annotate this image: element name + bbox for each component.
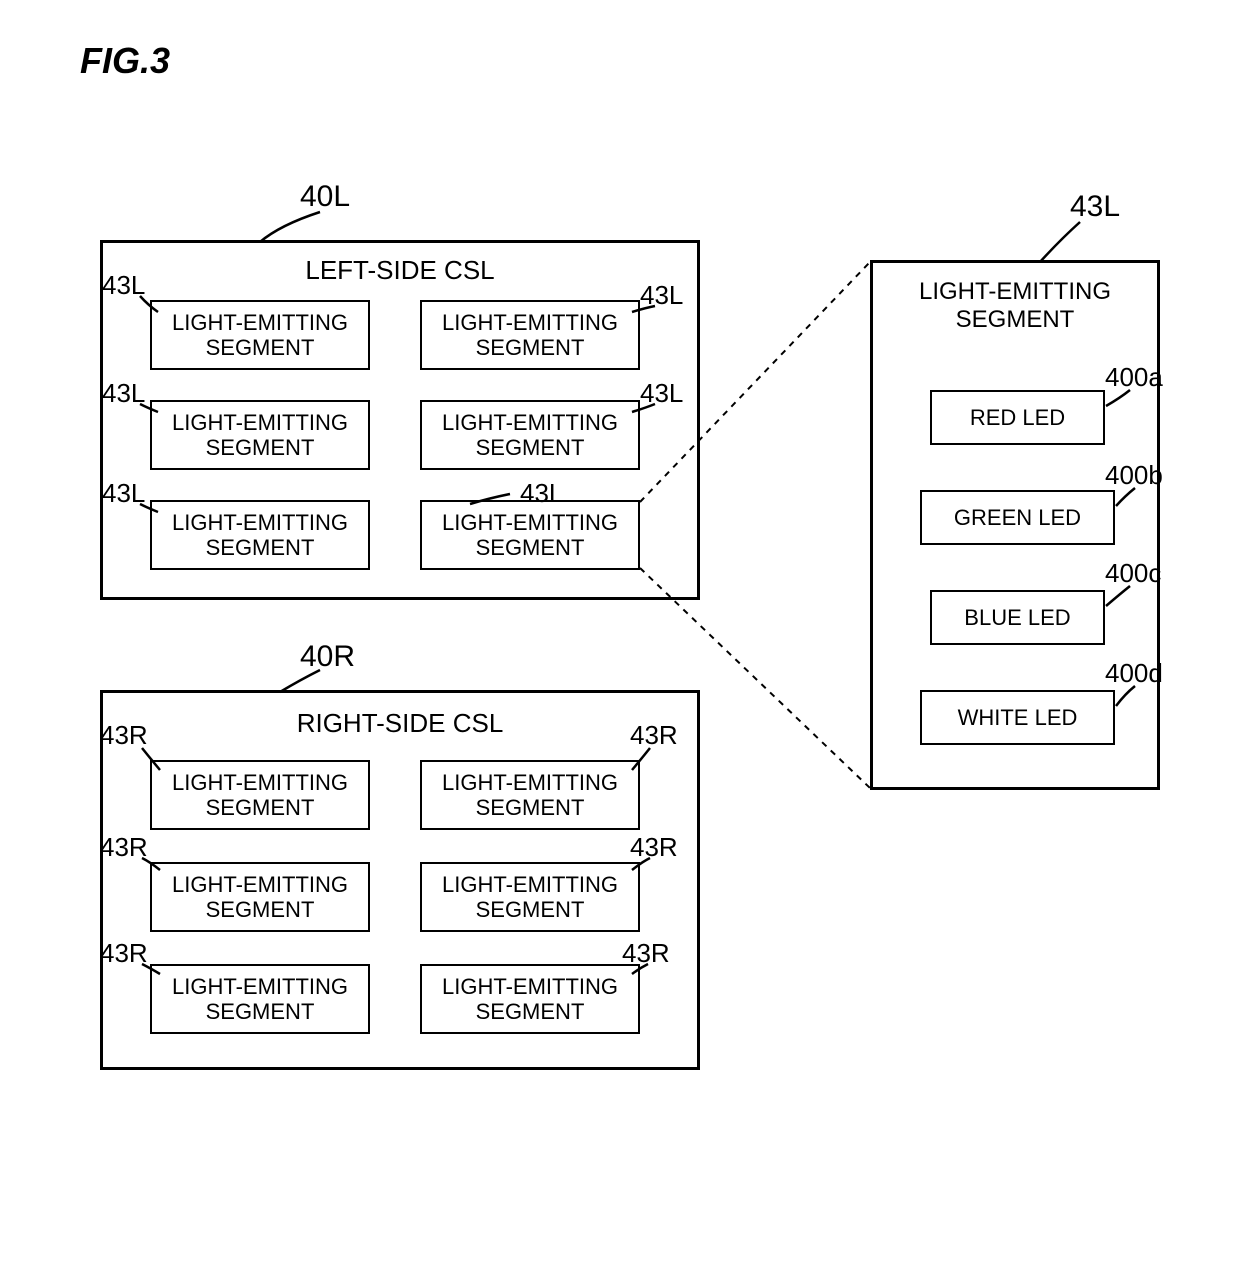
segment-label: LIGHT-EMITTING SEGMENT	[442, 770, 618, 821]
ref-label: 43R	[622, 938, 670, 969]
ref-label: 43L	[102, 378, 145, 409]
light-emitting-segment: LIGHT-EMITTING SEGMENT	[420, 500, 640, 570]
light-emitting-segment: LIGHT-EMITTING SEGMENT	[150, 862, 370, 932]
light-emitting-segment: LIGHT-EMITTING SEGMENT	[420, 862, 640, 932]
light-emitting-segment: LIGHT-EMITTING SEGMENT	[420, 400, 640, 470]
white-led-box: WHITE LED	[920, 690, 1115, 745]
light-emitting-segment: LIGHT-EMITTING SEGMENT	[150, 400, 370, 470]
right-csl-title: RIGHT-SIDE CSL	[260, 708, 540, 739]
segment-label: LIGHT-EMITTING SEGMENT	[172, 770, 348, 821]
segment-label: LIGHT-EMITTING SEGMENT	[172, 872, 348, 923]
led-label: GREEN LED	[954, 505, 1081, 531]
green-led-box: GREEN LED	[920, 490, 1115, 545]
light-emitting-segment: LIGHT-EMITTING SEGMENT	[150, 500, 370, 570]
ref-label: 40L	[300, 180, 350, 214]
ref-label: 400a	[1105, 362, 1163, 393]
ref-label: 43L	[640, 378, 683, 409]
led-label: BLUE LED	[964, 605, 1070, 631]
light-emitting-segment: LIGHT-EMITTING SEGMENT	[150, 964, 370, 1034]
red-led-box: RED LED	[930, 390, 1105, 445]
light-emitting-segment: LIGHT-EMITTING SEGMENT	[420, 964, 640, 1034]
led-label: WHITE LED	[958, 705, 1078, 731]
ref-label: 43L	[102, 478, 145, 509]
segment-label: LIGHT-EMITTING SEGMENT	[172, 510, 348, 561]
light-emitting-segment: LIGHT-EMITTING SEGMENT	[150, 300, 370, 370]
segment-label: LIGHT-EMITTING SEGMENT	[172, 310, 348, 361]
ref-label: 400d	[1105, 658, 1163, 689]
light-emitting-segment: LIGHT-EMITTING SEGMENT	[150, 760, 370, 830]
segment-label: LIGHT-EMITTING SEGMENT	[442, 974, 618, 1025]
ref-label: 43R	[630, 720, 678, 751]
segment-label: LIGHT-EMITTING SEGMENT	[442, 872, 618, 923]
ref-label: 43L	[1070, 190, 1120, 224]
ref-label: 43R	[100, 832, 148, 863]
ref-label: 43R	[100, 720, 148, 751]
blue-led-box: BLUE LED	[930, 590, 1105, 645]
light-emitting-segment: LIGHT-EMITTING SEGMENT	[420, 760, 640, 830]
segment-label: LIGHT-EMITTING SEGMENT	[172, 410, 348, 461]
ref-label: 400c	[1105, 558, 1161, 589]
ref-label: 43L	[520, 478, 563, 509]
ref-label: 43R	[630, 832, 678, 863]
ref-label: 43L	[640, 280, 683, 311]
detail-title: LIGHT-EMITTING SEGMENT	[890, 278, 1140, 333]
ref-label: 400b	[1105, 460, 1163, 491]
figure-title: FIG.3	[80, 40, 170, 82]
ref-label: 40R	[300, 640, 355, 674]
light-emitting-segment: LIGHT-EMITTING SEGMENT	[420, 300, 640, 370]
segment-label: LIGHT-EMITTING SEGMENT	[442, 410, 618, 461]
left-csl-title: LEFT-SIDE CSL	[260, 255, 540, 286]
segment-label: LIGHT-EMITTING SEGMENT	[442, 310, 618, 361]
ref-label: 43R	[100, 938, 148, 969]
segment-label: LIGHT-EMITTING SEGMENT	[172, 974, 348, 1025]
ref-label: 43L	[102, 270, 145, 301]
led-label: RED LED	[970, 405, 1065, 431]
segment-label: LIGHT-EMITTING SEGMENT	[442, 510, 618, 561]
